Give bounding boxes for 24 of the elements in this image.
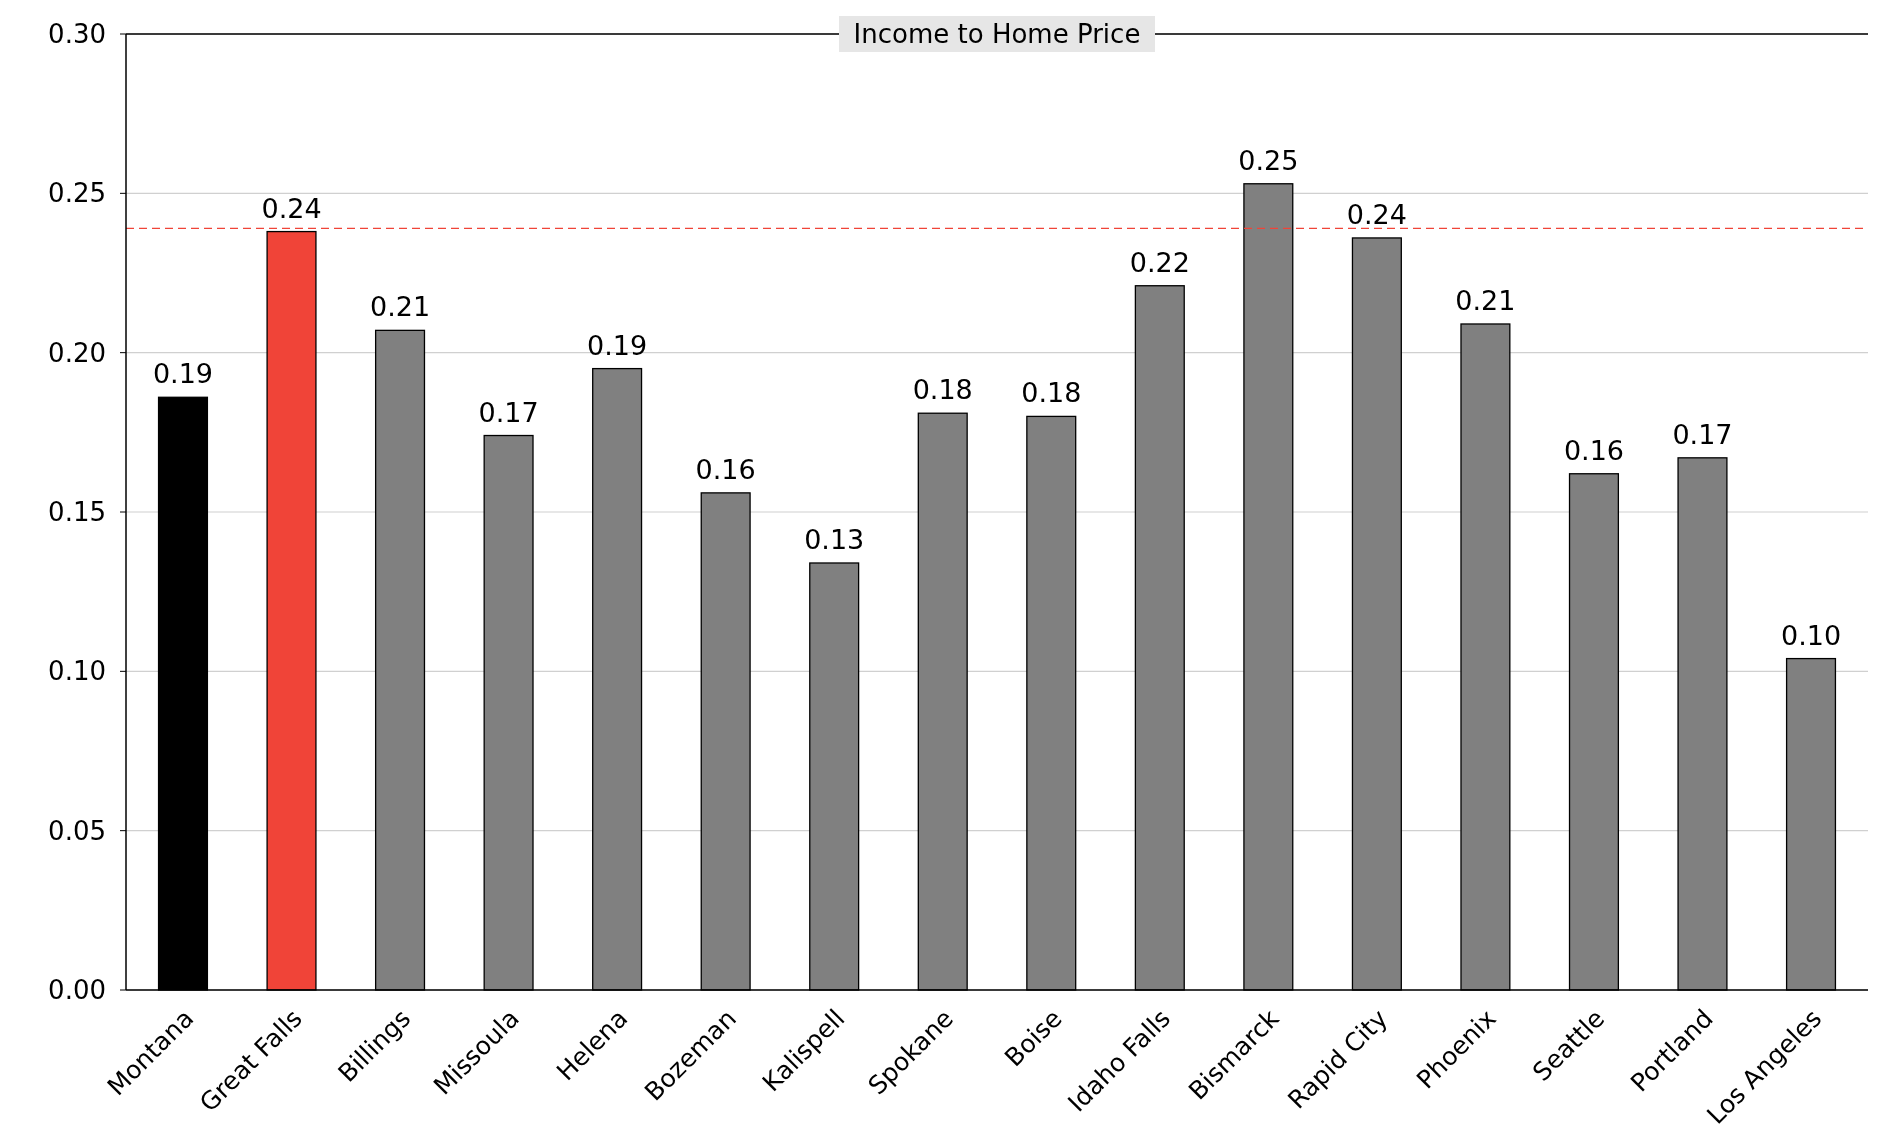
data-label: 0.22	[1129, 246, 1190, 278]
data-label: 0.18	[1021, 377, 1082, 409]
data-label: 0.16	[1563, 434, 1625, 466]
y-tick-label: 0.05	[48, 815, 106, 846]
y-tick-label: 0.25	[48, 178, 106, 209]
data-label: 0.17	[1672, 418, 1733, 450]
y-tick-label: 0.10	[48, 656, 106, 687]
data-label: 0.17	[478, 396, 539, 428]
data-label: 0.18	[912, 374, 973, 406]
data-label: 0.24	[1346, 198, 1407, 230]
data-label: 0.21	[1455, 284, 1516, 316]
data-label: 0.21	[369, 291, 431, 323]
chart-title: Income to Home Price	[853, 19, 1141, 50]
y-tick-label: 0.20	[48, 337, 106, 368]
y-tick-label: 0.30	[48, 19, 106, 50]
data-label: 0.24	[261, 192, 322, 224]
y-tick-label: 0.15	[48, 497, 106, 528]
data-label: 0.25	[1238, 144, 1299, 176]
data-label: 0.10	[1780, 619, 1842, 651]
data-label: 0.16	[695, 453, 756, 485]
data-label: 0.19	[152, 358, 214, 390]
y-tick-label: 0.00	[48, 975, 106, 1006]
data-label: 0.19	[587, 329, 648, 361]
data-label: 0.13	[804, 523, 865, 555]
